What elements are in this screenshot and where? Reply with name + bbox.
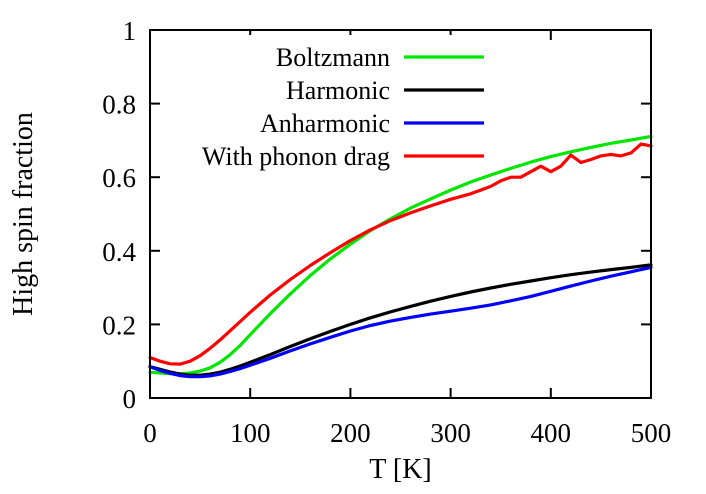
y-tick-label: 0.2: [102, 310, 136, 340]
legend-label-with-phonon-drag: With phonon drag: [202, 142, 390, 171]
x-tick-label: 200: [330, 418, 371, 448]
x-tick-label: 500: [631, 418, 672, 448]
x-tick-label: 0: [143, 418, 157, 448]
plot-frame: [149, 29, 652, 399]
y-tick-label: 0.8: [102, 90, 136, 120]
legend-label-harmonic: Harmonic: [286, 76, 390, 105]
legend-label-anharmonic: Anharmonic: [260, 109, 390, 138]
x-axis-label: T [K]: [369, 454, 431, 485]
legend: Boltzmann Harmonic Anharmonic With phonon d…: [160, 35, 492, 171]
x-tick-label: 400: [531, 418, 572, 448]
y-tick-label: 0: [123, 384, 137, 414]
series-line-boltzmann: [148, 134, 653, 376]
axis-ticks: 0 100 200 300 400 500 0 0.2 0.4 0.6 0.8 1: [102, 16, 671, 448]
series-line-with-phonon-drag: [148, 142, 653, 366]
y-tick-label: 0.6: [102, 163, 136, 193]
x-tick-label: 100: [230, 418, 271, 448]
legend-label-boltzmann: Boltzmann: [276, 43, 390, 72]
y-axis-label: High spin fraction: [8, 112, 39, 316]
series-line-anharmonic: [148, 265, 653, 379]
plot-lines: [148, 134, 653, 379]
y-tick-label: 0.4: [102, 237, 136, 267]
y-tick-label: 1: [123, 16, 137, 46]
x-tick-label: 300: [430, 418, 471, 448]
